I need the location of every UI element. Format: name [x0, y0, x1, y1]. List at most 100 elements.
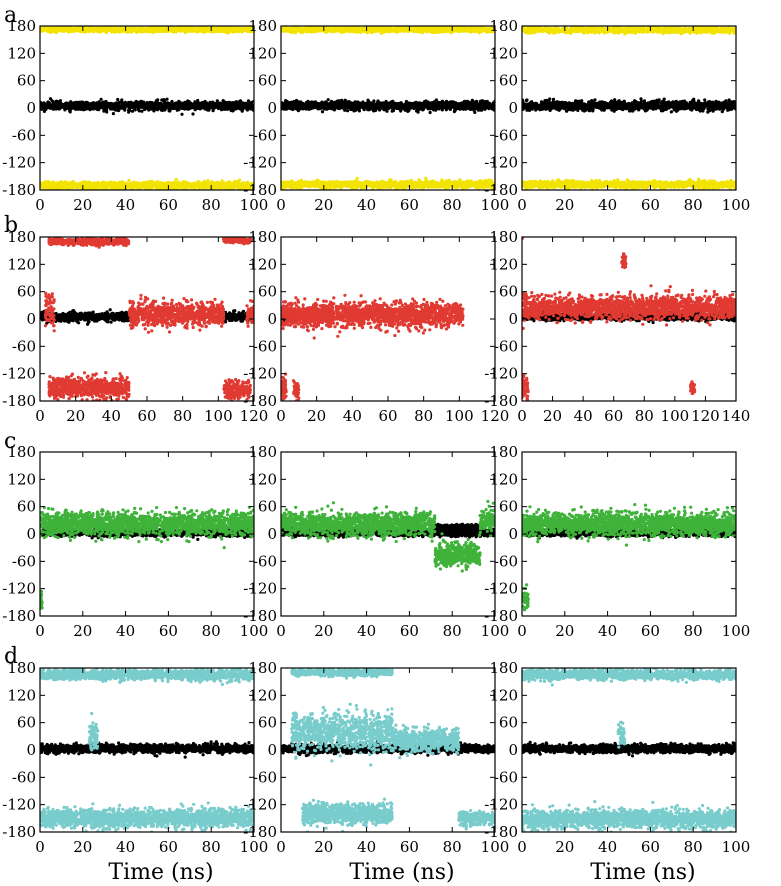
- data-point: [206, 179, 210, 183]
- data-point: [109, 183, 113, 187]
- data-point: [211, 109, 215, 113]
- data-point: [145, 184, 149, 188]
- data-point: [148, 185, 152, 189]
- y-tick-label: 120: [7, 44, 36, 62]
- data-point: [192, 186, 196, 190]
- data-point: [161, 182, 165, 186]
- data-point: [103, 182, 107, 186]
- data-point: [129, 28, 133, 32]
- data-point: [236, 27, 240, 31]
- data-point: [108, 26, 113, 30]
- data-point: [46, 28, 51, 32]
- data-point: [193, 182, 197, 186]
- data-point: [239, 106, 243, 110]
- data-point: [124, 103, 128, 107]
- data-point: [150, 101, 154, 105]
- data-point: [163, 108, 167, 112]
- data-point: [155, 29, 159, 33]
- data-point: [229, 182, 233, 186]
- data-point: [54, 99, 59, 103]
- data-point: [52, 107, 56, 111]
- data-point: [147, 102, 151, 106]
- data-point: [210, 180, 214, 184]
- data-point: [428, 110, 432, 115]
- data-point: [187, 107, 192, 111]
- data-point: [177, 183, 181, 187]
- data-point: [66, 106, 70, 110]
- data-point: [150, 179, 154, 183]
- data-point: [217, 29, 222, 34]
- data-point: [120, 186, 124, 190]
- data-point: [130, 104, 135, 108]
- data-point: [171, 102, 175, 106]
- data-point: [119, 105, 123, 109]
- data-point: [97, 101, 101, 105]
- data-point: [224, 29, 228, 33]
- data-point: [83, 187, 88, 190]
- data-point: [177, 28, 181, 32]
- data-point: [136, 108, 140, 112]
- data-point: [76, 185, 80, 190]
- data-point: [141, 101, 145, 105]
- data-point: [41, 27, 45, 31]
- data-point: [99, 97, 103, 101]
- data-point: [109, 104, 113, 108]
- data-point: [109, 186, 113, 190]
- data-point: [51, 28, 55, 32]
- data-point: [129, 181, 133, 185]
- data-point: [70, 104, 74, 108]
- data-point: [483, 107, 487, 111]
- data-point: [122, 182, 126, 186]
- data-point: [54, 105, 59, 109]
- data-point: [243, 103, 247, 107]
- data-point: [147, 105, 151, 109]
- data-point: [150, 182, 154, 186]
- data-point: [101, 100, 105, 104]
- data-point: [207, 108, 211, 112]
- data-point: [169, 183, 173, 187]
- data-point: [100, 28, 104, 32]
- data-point: [133, 101, 137, 105]
- data-point: [113, 102, 117, 106]
- data-point: [204, 180, 208, 185]
- data-point: [391, 99, 395, 104]
- data-point: [49, 186, 53, 190]
- data-point: [155, 99, 159, 103]
- data-point: [231, 185, 235, 189]
- data-point: [182, 180, 187, 184]
- data-point: [133, 181, 137, 185]
- data-point: [242, 28, 246, 32]
- data-point: [65, 28, 69, 32]
- data-point: [74, 101, 78, 105]
- row-label-d: d: [4, 644, 18, 669]
- data-point: [227, 101, 231, 105]
- data-points: [40, 26, 254, 190]
- data-point: [198, 181, 202, 185]
- data-point: [151, 185, 155, 189]
- data-point: [52, 181, 56, 185]
- data-point: [116, 97, 120, 102]
- data-point: [241, 185, 245, 189]
- data-point: [137, 28, 141, 32]
- data-point: [244, 182, 248, 186]
- data-point: [206, 105, 211, 109]
- data-point: [128, 106, 132, 110]
- data-point: [143, 106, 147, 110]
- data-point: [218, 105, 222, 109]
- data-point: [59, 185, 63, 189]
- data-point: [70, 180, 75, 184]
- data-point: [180, 112, 184, 116]
- data-point: [238, 183, 242, 187]
- data-point: [173, 105, 177, 109]
- data-point: [250, 183, 254, 187]
- data-point: [46, 100, 51, 104]
- data-point: [157, 27, 161, 31]
- data-point: [107, 181, 111, 185]
- data-point: [197, 102, 201, 106]
- data-point: [68, 104, 72, 108]
- data-point: [228, 107, 232, 111]
- data-point: [155, 103, 159, 107]
- data-point: [195, 30, 199, 34]
- data-point: [60, 28, 64, 32]
